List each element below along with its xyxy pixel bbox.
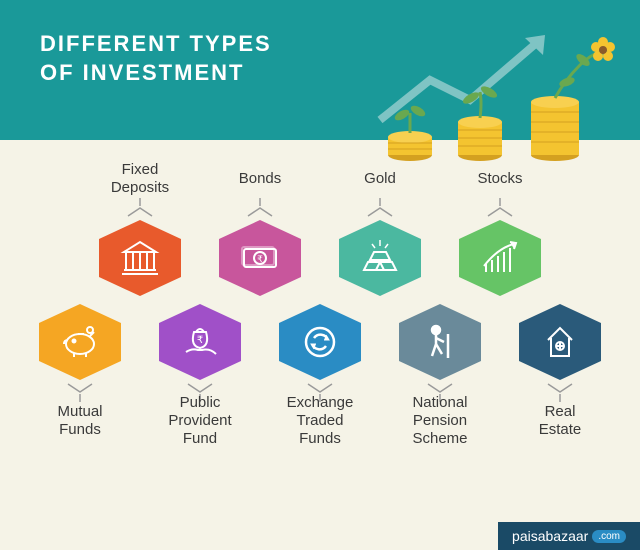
bottom-row: MutualFunds ₹ PublicProvidentFund ExchangeT… xyxy=(0,304,640,440)
content-area: FixedDeposits Bonds ₹ Gold Stocks MutualFund… xyxy=(0,140,640,510)
exchange-icon xyxy=(298,320,342,364)
footer-text: paisabazaar xyxy=(512,528,588,544)
item-label: ExchangeTradedFunds xyxy=(287,402,354,440)
header: DIFFERENT TYPES OF INVESTMENT xyxy=(0,0,640,140)
chart-icon xyxy=(478,236,522,280)
item-label: Gold xyxy=(364,160,396,198)
gold-icon xyxy=(358,236,402,280)
svg-text:₹: ₹ xyxy=(257,254,263,264)
connector-icon xyxy=(120,198,160,220)
piggy-icon xyxy=(58,320,102,364)
investment-item: RealEstate xyxy=(506,304,614,440)
item-label: NationalPensionScheme xyxy=(412,402,467,440)
connector-icon xyxy=(240,198,280,220)
item-label: PublicProvidentFund xyxy=(168,402,231,440)
hexagon: ₹ xyxy=(156,304,244,380)
investment-item: NationalPensionScheme xyxy=(386,304,494,440)
connector-icon xyxy=(480,198,520,220)
investment-item: Stocks xyxy=(446,160,554,296)
hexagon xyxy=(96,220,184,296)
pension-icon xyxy=(418,320,462,364)
footer-brand: paisabazaar .com xyxy=(498,522,640,550)
connector-icon xyxy=(360,198,400,220)
investment-item: Bonds ₹ xyxy=(206,160,314,296)
hexagon xyxy=(276,304,364,380)
hexagon xyxy=(36,304,124,380)
hexagon xyxy=(516,304,604,380)
svg-text:₹: ₹ xyxy=(197,335,203,346)
hand-bag-icon: ₹ xyxy=(178,320,222,364)
footer-badge: .com xyxy=(592,530,626,543)
top-row: FixedDeposits Bonds ₹ Gold Stocks xyxy=(0,160,640,296)
hexagon xyxy=(456,220,544,296)
hexagon xyxy=(396,304,484,380)
item-label: RealEstate xyxy=(539,402,582,440)
cash-icon: ₹ xyxy=(238,236,282,280)
investment-item: FixedDeposits xyxy=(86,160,194,296)
house-icon xyxy=(538,320,582,364)
item-label: FixedDeposits xyxy=(111,160,169,198)
investment-item: MutualFunds xyxy=(26,304,134,440)
item-label: Stocks xyxy=(477,160,522,198)
item-label: Bonds xyxy=(239,160,282,198)
infographic-container: DIFFERENT TYPES OF INVESTMENT xyxy=(0,0,640,550)
investment-item: ₹ PublicProvidentFund xyxy=(146,304,254,440)
investment-item: ExchangeTradedFunds xyxy=(266,304,374,440)
investment-item: Gold xyxy=(326,160,434,296)
connector-icon xyxy=(540,380,580,402)
hexagon: ₹ xyxy=(216,220,304,296)
item-label: MutualFunds xyxy=(57,402,102,440)
connector-icon xyxy=(60,380,100,402)
hexagon xyxy=(336,220,424,296)
bank-icon xyxy=(118,236,162,280)
